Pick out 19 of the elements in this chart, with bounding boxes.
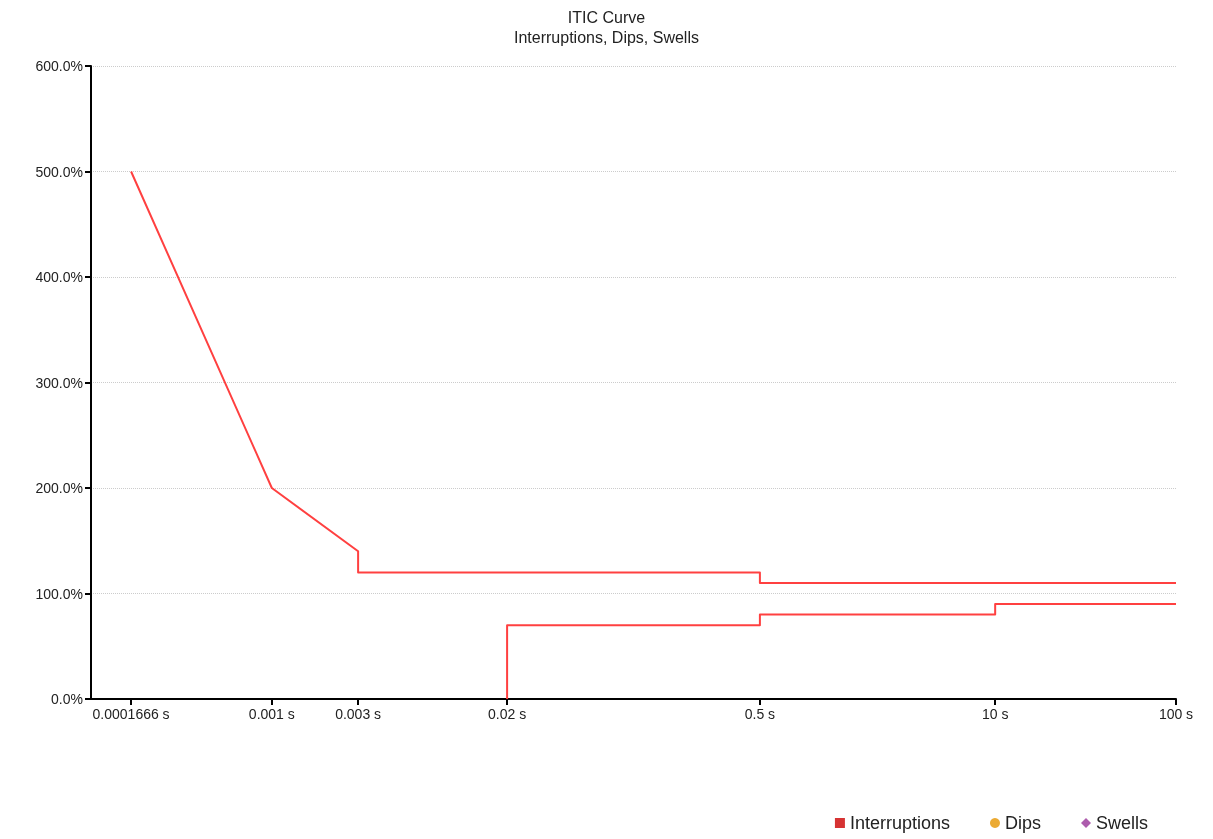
chart-subtitle: Interruptions, Dips, Swells bbox=[514, 28, 699, 46]
x-tick-label: 0.5 s bbox=[744, 706, 776, 722]
y-tick-label: 0.0% bbox=[51, 691, 83, 707]
x-tick-label: 100 s bbox=[1158, 706, 1194, 722]
x-tick-label: 0.001 s bbox=[248, 706, 295, 722]
y-tick-label: 400.0% bbox=[35, 269, 83, 285]
y-tick-label: 100.0% bbox=[35, 585, 83, 602]
chart-title: ITIC Curve bbox=[567, 8, 646, 26]
x-tick-label: 0.0001666 s bbox=[92, 706, 170, 722]
legend-label: Dips bbox=[1004, 813, 1041, 833]
x-tick-label: 0.003 s bbox=[335, 706, 382, 722]
y-tick-label: 500.0% bbox=[35, 163, 83, 180]
y-tick-label: 300.0% bbox=[35, 374, 83, 391]
y-tick-label: 200.0% bbox=[35, 480, 83, 496]
x-tick-label: 0.02 s bbox=[488, 706, 527, 722]
y-tick-label: 600.0% bbox=[35, 58, 83, 74]
x-tick-label: 10 s bbox=[981, 706, 1009, 722]
legend-label: Interruptions bbox=[849, 813, 950, 833]
legend-label: Swells bbox=[1095, 813, 1148, 833]
